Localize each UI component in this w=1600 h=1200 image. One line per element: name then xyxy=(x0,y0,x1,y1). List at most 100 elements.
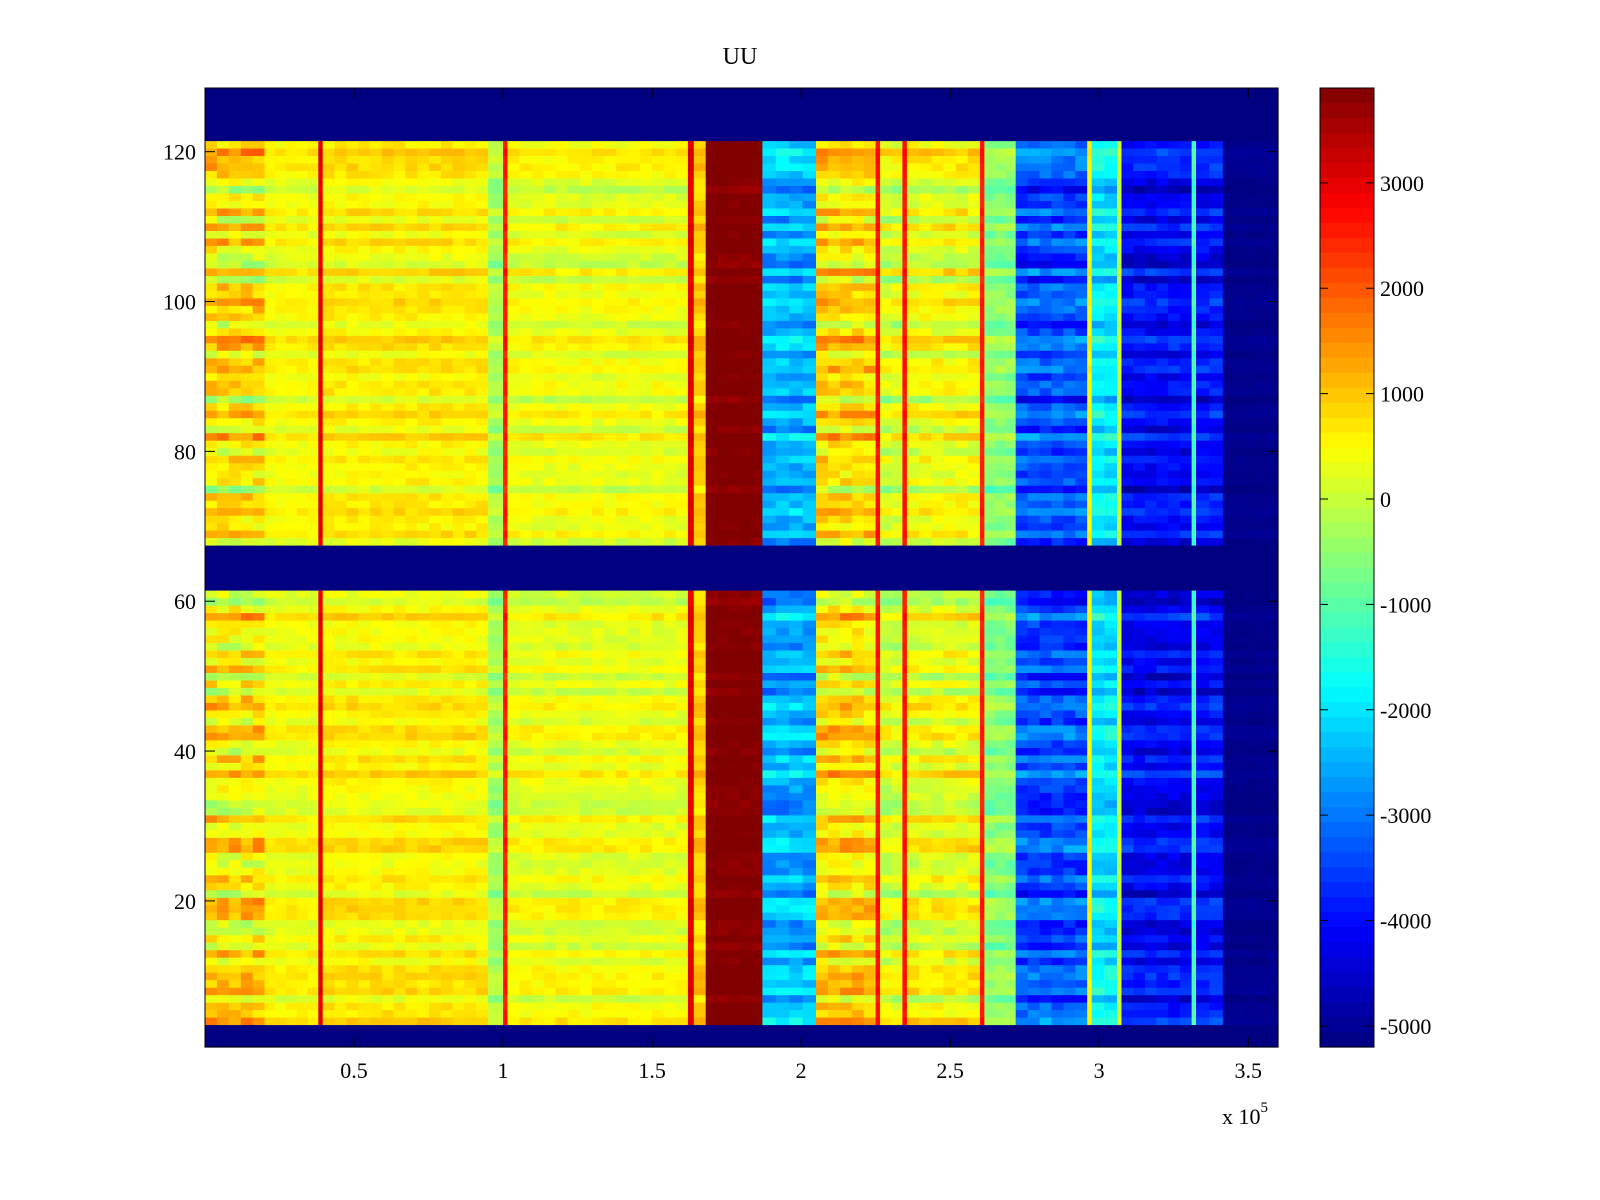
heatmap-cell xyxy=(567,185,581,194)
heatmap-cell xyxy=(358,133,371,142)
heatmap-cell xyxy=(370,552,383,561)
heatmap-cell xyxy=(240,342,254,351)
heatmap-cell xyxy=(567,717,581,726)
heatmap-cell xyxy=(567,260,581,269)
heatmap-cell xyxy=(555,814,569,823)
heatmap-cell xyxy=(417,387,430,396)
heatmap-cell xyxy=(322,829,336,838)
heatmap-cell xyxy=(464,859,477,868)
heatmap-cell xyxy=(503,904,509,913)
heatmap-cell xyxy=(275,305,287,314)
heatmap-cell xyxy=(639,335,653,344)
heatmap-cell xyxy=(507,807,521,816)
heatmap-cell xyxy=(567,432,581,441)
heatmap-cell xyxy=(543,912,557,921)
heatmap-cell xyxy=(252,118,266,127)
heatmap-cell xyxy=(507,215,521,224)
heatmap-cell xyxy=(334,118,347,127)
heatmap-cell xyxy=(240,927,254,936)
heatmap-cell xyxy=(205,934,218,943)
heatmap-cell xyxy=(507,882,521,891)
heatmap-cell xyxy=(228,1024,242,1033)
heatmap-cell xyxy=(507,500,521,509)
heatmap-cell xyxy=(307,335,319,344)
heatmap-cell xyxy=(488,177,504,186)
heatmap-cell xyxy=(286,919,298,928)
heatmap-cell xyxy=(519,852,533,861)
heatmap-cell xyxy=(543,365,557,374)
heatmap-cell xyxy=(381,357,395,366)
heatmap-cell xyxy=(579,799,593,808)
heatmap-cell xyxy=(358,455,371,464)
heatmap-cell xyxy=(275,799,287,808)
heatmap-cell xyxy=(543,297,557,306)
heatmap-cell xyxy=(228,500,242,509)
heatmap-cell xyxy=(370,1039,383,1048)
heatmap-cell xyxy=(503,290,509,299)
heatmap-cell xyxy=(579,462,593,471)
heatmap-cell xyxy=(307,387,319,396)
heatmap-cell xyxy=(507,118,521,127)
heatmap-cell xyxy=(240,432,254,441)
heatmap-cell xyxy=(503,859,509,868)
heatmap-cell xyxy=(603,605,617,614)
heatmap-cell xyxy=(615,147,629,156)
heatmap-cell xyxy=(240,814,254,823)
heatmap-cell xyxy=(531,1039,545,1048)
heatmap-cell xyxy=(381,897,395,906)
heatmap-cell xyxy=(591,417,605,426)
heatmap-cell xyxy=(603,732,617,741)
heatmap-cell xyxy=(358,530,371,539)
heatmap-cell xyxy=(346,1002,359,1011)
heatmap-cell xyxy=(476,814,489,823)
heatmap-cell xyxy=(555,687,569,696)
heatmap-cell xyxy=(507,537,521,546)
heatmap-cell xyxy=(296,657,309,666)
heatmap-cell xyxy=(603,207,617,216)
heatmap-cell xyxy=(286,657,298,666)
heatmap-cell xyxy=(543,305,557,314)
heatmap-cell xyxy=(555,537,569,546)
heatmap-cell xyxy=(381,619,395,628)
heatmap-cell xyxy=(567,732,581,741)
heatmap-cell xyxy=(228,792,242,801)
heatmap-cell xyxy=(627,837,641,846)
heatmap-cell xyxy=(452,380,466,389)
heatmap-cell xyxy=(591,807,605,816)
heatmap-cell xyxy=(615,732,629,741)
heatmap-cell xyxy=(452,387,466,396)
heatmap-cell xyxy=(405,709,418,718)
heatmap-cell xyxy=(543,822,557,831)
heatmap-cell xyxy=(464,275,477,284)
heatmap-cell xyxy=(464,799,477,808)
heatmap-cell xyxy=(591,889,605,898)
heatmap-cell xyxy=(346,530,359,539)
heatmap-cell xyxy=(429,724,442,733)
heatmap-cell xyxy=(452,305,466,314)
heatmap-cell xyxy=(519,889,533,898)
heatmap-cell xyxy=(417,470,430,479)
heatmap-cell xyxy=(429,140,442,149)
heatmap-cell xyxy=(579,395,593,404)
heatmap-cell xyxy=(615,402,629,411)
heatmap-cell xyxy=(264,215,276,224)
heatmap-cell xyxy=(286,372,298,381)
heatmap-cell xyxy=(555,582,569,591)
heatmap-cell xyxy=(555,312,569,321)
heatmap-cell xyxy=(370,170,383,179)
heatmap-cell xyxy=(591,560,605,569)
heatmap-cell xyxy=(476,155,489,164)
heatmap-cell xyxy=(488,994,504,1003)
heatmap-cell xyxy=(393,185,406,194)
heatmap-cell xyxy=(531,327,545,336)
heatmap-cell xyxy=(252,687,266,696)
heatmap-cell xyxy=(579,679,593,688)
heatmap-cell xyxy=(393,942,406,951)
heatmap-cell xyxy=(205,867,218,876)
heatmap-cell xyxy=(591,582,605,591)
heatmap-cell xyxy=(507,739,521,748)
heatmap-cell xyxy=(318,312,324,321)
heatmap-cell xyxy=(603,95,617,104)
heatmap-cell xyxy=(334,237,347,246)
heatmap-cell xyxy=(464,222,477,231)
